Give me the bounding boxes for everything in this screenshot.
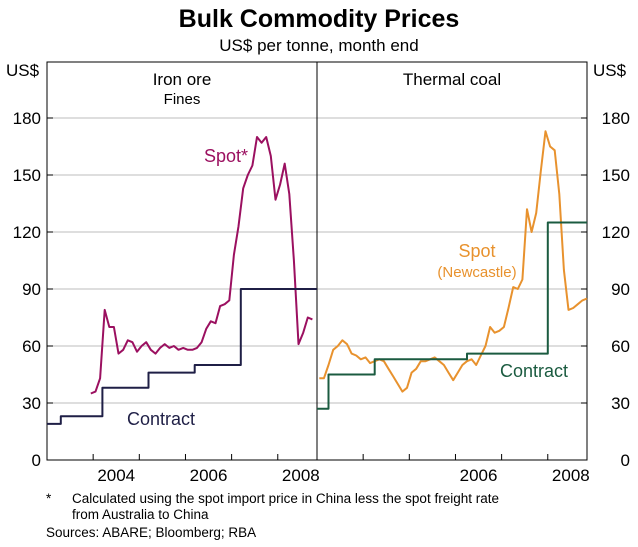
x-tick-label: 2008 (282, 466, 320, 485)
y-tick-label-left: 90 (22, 280, 41, 299)
x-tick-label: 2008 (552, 466, 590, 485)
y-tick-label-left: 60 (22, 337, 41, 356)
sources-note: Sources: ABARE; Bloomberg; RBA (46, 525, 257, 540)
footnote-marker: * (46, 491, 52, 506)
spot-sublabel: (Newcastle) (437, 264, 516, 281)
contract-line-thermal-coal (317, 221, 587, 410)
spot-label: Spot (458, 241, 495, 261)
y-unit-right: US$ (593, 61, 627, 80)
panel-title: Iron ore (153, 70, 212, 89)
y-tick-label-left: 0 (32, 451, 41, 470)
contract-line-iron-ore (47, 288, 317, 425)
y-tick-label-left: 150 (13, 166, 41, 185)
y-tick-label-right: 30 (611, 394, 630, 413)
spot-label: Spot* (204, 146, 248, 166)
x-tick-label: 2006 (460, 466, 498, 485)
y-tick-label-right: 180 (602, 109, 630, 128)
y-unit-left: US$ (6, 61, 40, 80)
y-tick-label-right: 150 (602, 166, 630, 185)
y-tick-label-right: 60 (611, 337, 630, 356)
y-tick-label-right: 0 (621, 451, 630, 470)
y-tick-label-right: 90 (611, 280, 630, 299)
y-tick-label-right: 120 (602, 223, 630, 242)
y-tick-label-left: 120 (13, 223, 41, 242)
y-tick-label-left: 180 (13, 109, 41, 128)
spot-line-thermal-coal (319, 130, 588, 393)
y-tick-label-left: 30 (22, 394, 41, 413)
panel-subtitle: Fines (164, 91, 201, 108)
footnote-text-1: Calculated using the spot import price i… (72, 491, 499, 506)
plot-area: 0 0 30 30 60 60 90 90 120 120 150 150 180 180 2004 2006… (13, 61, 630, 485)
chart-title: Bulk Commodity Prices (179, 5, 460, 33)
footnote-text-2: from Australia to China (72, 507, 209, 522)
panel-title: Thermal coal (403, 70, 501, 89)
x-tick-label: 2004 (97, 466, 135, 485)
chart-subtitle: US$ per tonne, month end (219, 36, 418, 55)
contract-label: Contract (127, 409, 195, 429)
contract-label: Contract (500, 361, 568, 381)
x-tick-label: 2006 (190, 466, 228, 485)
spot-line-iron-ore (90, 136, 313, 395)
